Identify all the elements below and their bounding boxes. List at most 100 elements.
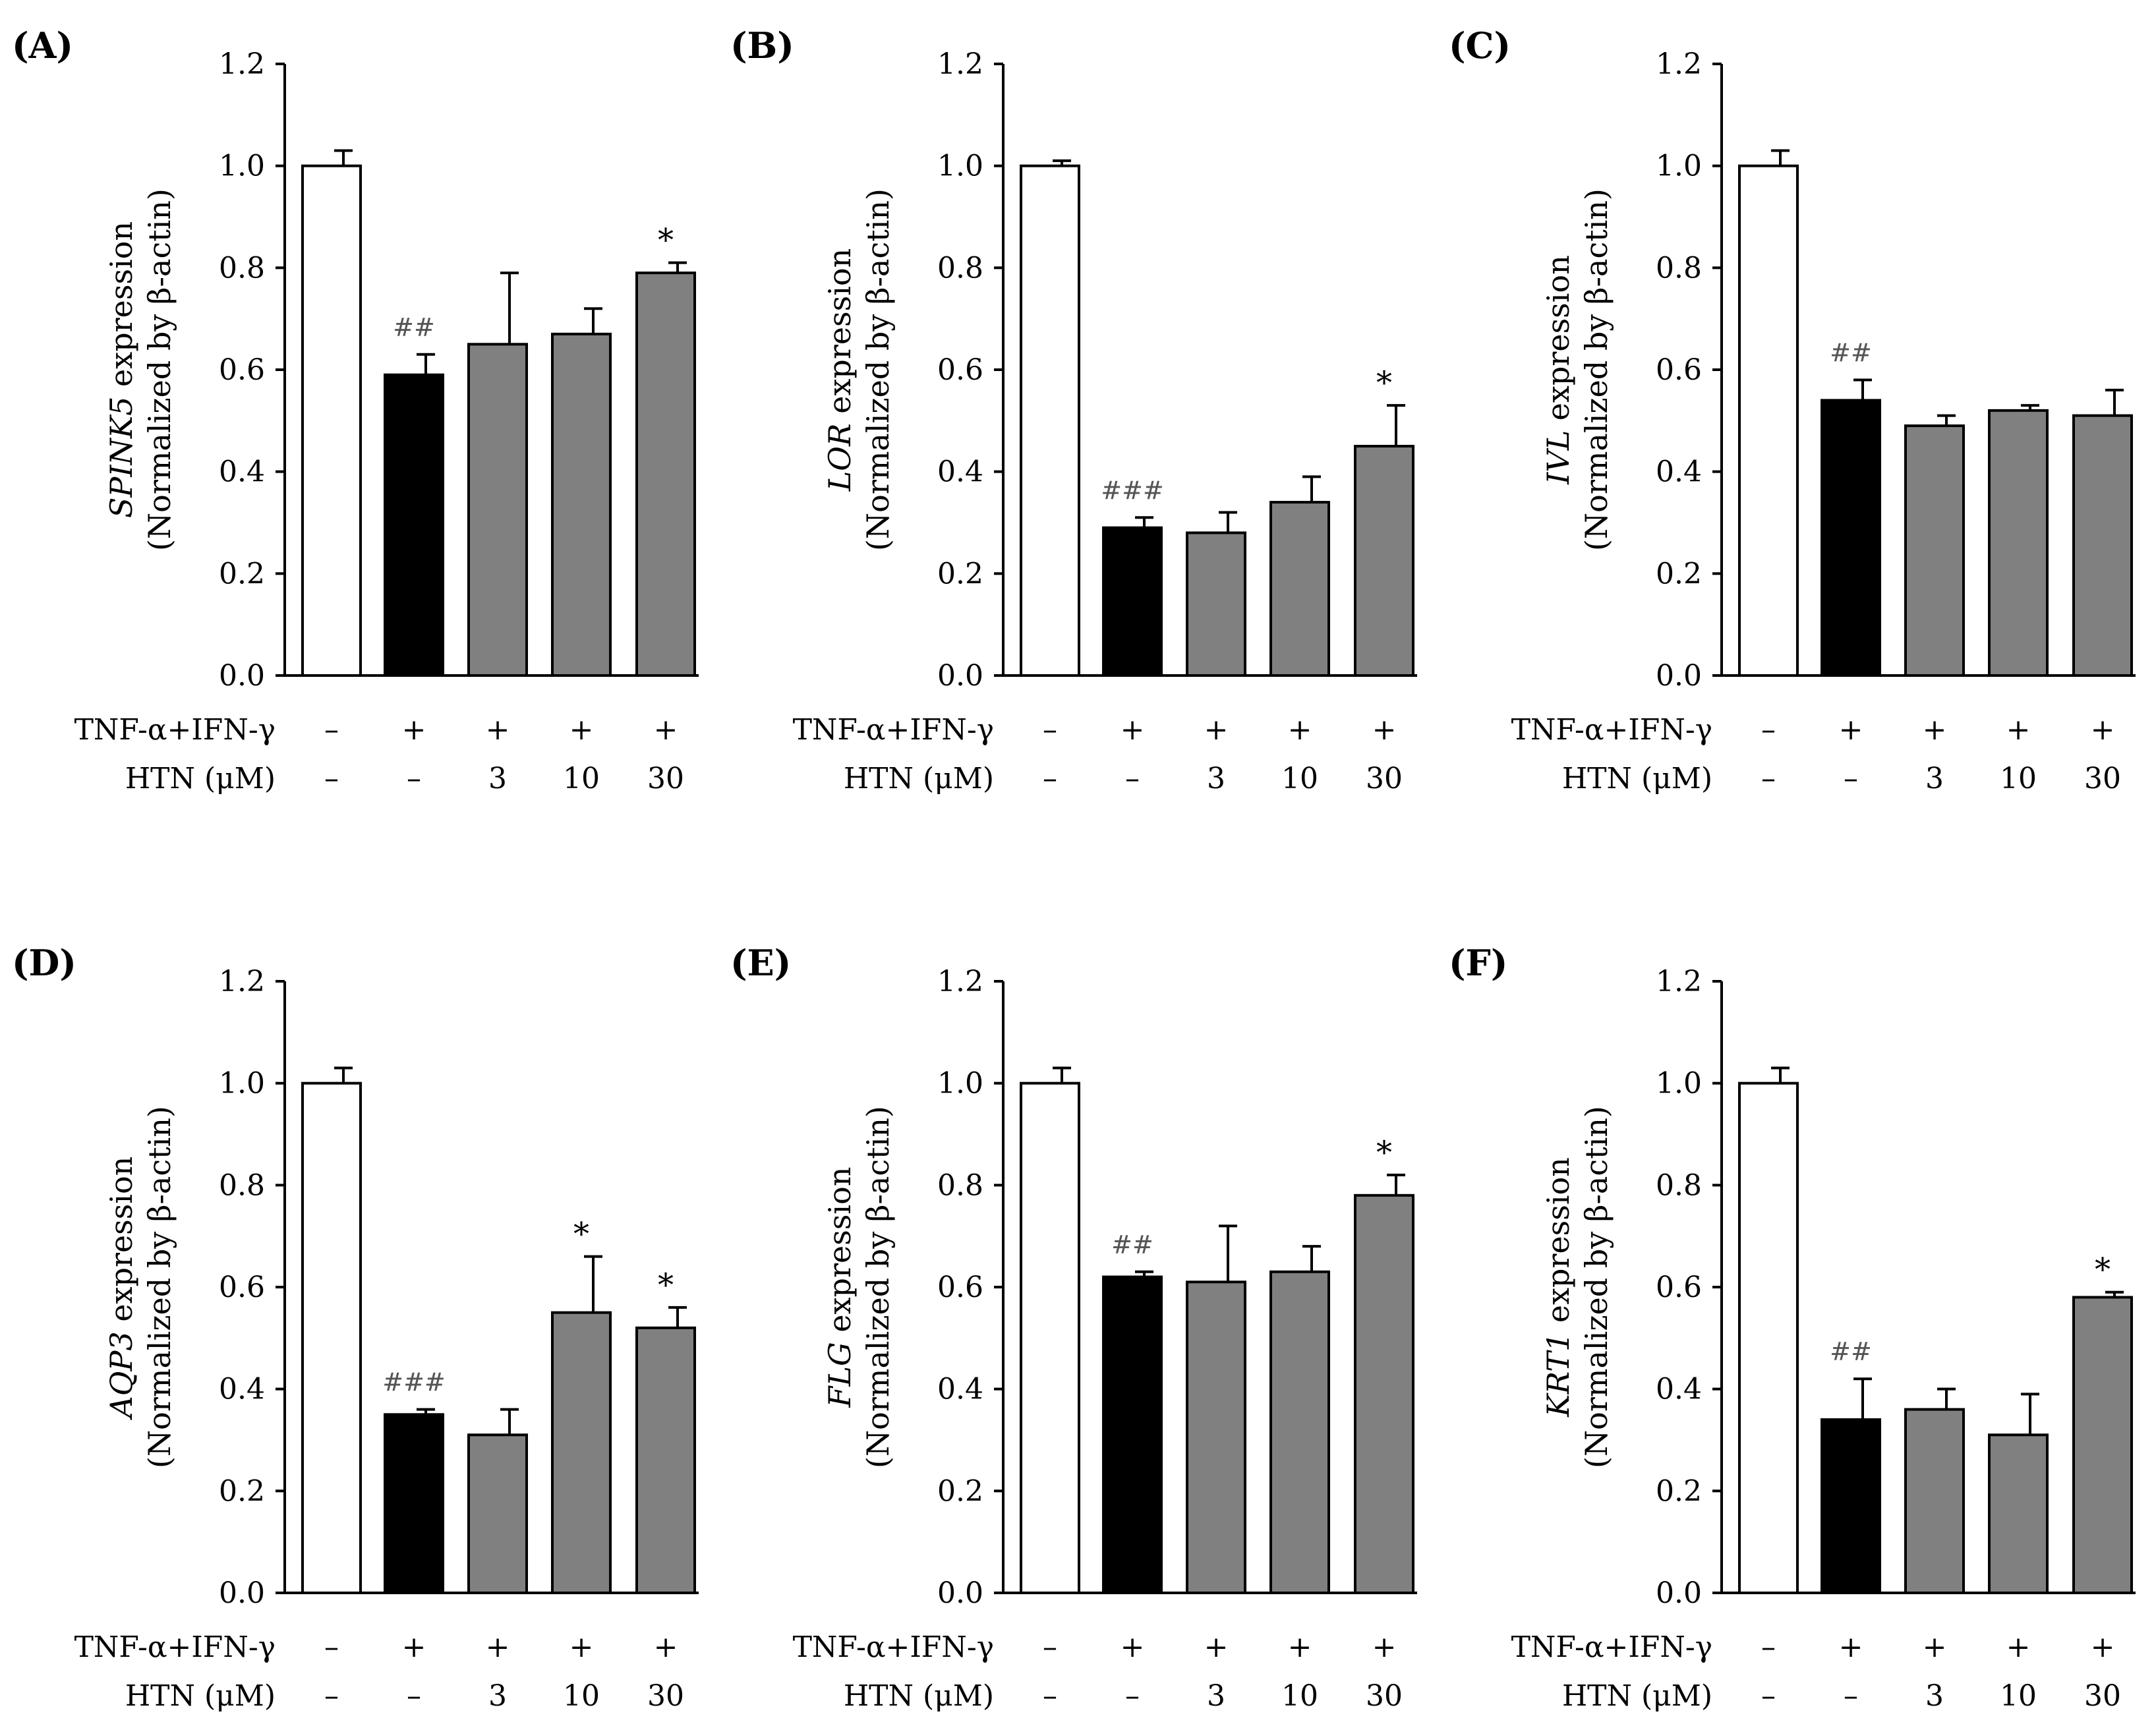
treatment-sign-2: + — [1923, 713, 1947, 747]
bar-1 — [1821, 1418, 1881, 1594]
treatment-sign-4: + — [654, 713, 678, 747]
expression-word: expression — [103, 221, 139, 397]
row-label-treatment: TNF-α+IFN-γ — [74, 1630, 276, 1664]
row-label-htn: HTN (μM) — [125, 1679, 276, 1713]
y-axis-label: KRT1 expression (Normalized by β-actin) — [1540, 1106, 1614, 1468]
row-label-htn: HTN (μM) — [1562, 1679, 1712, 1713]
y-axis-label-normalization: (Normalized by β-actin) — [860, 1106, 896, 1468]
treatment-sign-3: + — [2006, 713, 2031, 747]
treatment-sign-2: + — [1204, 713, 1229, 747]
treatment-sign-4: + — [654, 1630, 678, 1664]
y-tick-label: 0.4 — [1656, 455, 1702, 489]
y-tick-label: 0.0 — [937, 1576, 983, 1610]
htn-value-2: 3 — [488, 762, 507, 795]
y-tick-label: 1.2 — [937, 965, 983, 998]
htn-value-2: 3 — [1207, 1679, 1225, 1713]
htn-value-0: – — [1761, 1679, 1776, 1713]
expression-word: expression — [1540, 255, 1576, 430]
y-tick-label: 0.0 — [219, 1576, 265, 1610]
significance-label-4: * — [1376, 1134, 1392, 1171]
bar-3 — [1988, 1433, 2049, 1594]
y-tick-label: 0.6 — [1656, 1271, 1702, 1304]
bar-2 — [467, 343, 528, 677]
y-tick-label: 0.6 — [219, 353, 265, 387]
treatment-sign-3: + — [2006, 1630, 2031, 1664]
panel-label: (B) — [730, 24, 794, 67]
y-tick-label: 0.2 — [219, 1474, 265, 1508]
htn-value-3: 10 — [2000, 1679, 2037, 1713]
y-axis-label-gene-line: KRT1 expression — [1540, 1157, 1576, 1418]
y-tick-label: 0.4 — [1656, 1373, 1702, 1406]
htn-value-2: 3 — [1925, 762, 1944, 795]
y-tick-label: 1.0 — [937, 150, 983, 183]
bar-2 — [1186, 531, 1246, 677]
bar-3 — [551, 332, 612, 677]
y-axis-label: FLG expression (Normalized by β-actin) — [822, 1106, 896, 1468]
bar-1 — [1102, 526, 1163, 677]
bar-3 — [1269, 501, 1330, 677]
treatment-sign-3: + — [1288, 1630, 1312, 1664]
bar-0 — [1020, 1081, 1080, 1594]
y-tick-label: 1.2 — [219, 47, 265, 81]
htn-value-4: 30 — [2084, 762, 2121, 795]
htn-value-1: – — [1125, 762, 1140, 795]
panel-spink5: (A) SPINK5 expression (Normalized by β-act… — [12, 24, 699, 795]
significance-label-3: * — [573, 1216, 589, 1253]
y-tick-label: 1.0 — [1656, 150, 1702, 183]
bar-0 — [301, 164, 362, 677]
treatment-sign-2: + — [1923, 1630, 1947, 1664]
treatment-sign-1: + — [1121, 1630, 1145, 1664]
gene-name: IVL — [1540, 430, 1576, 485]
treatment-sign-1: + — [1839, 1630, 1863, 1664]
htn-value-3: 10 — [563, 762, 600, 795]
row-label-htn: HTN (μM) — [844, 762, 994, 795]
bar-2 — [1904, 424, 1965, 677]
bar-4 — [2072, 1296, 2133, 1594]
gene-name: AQP3 — [103, 1331, 139, 1420]
treatment-sign-3: + — [1288, 713, 1312, 747]
panel-aqp3: (D) AQP3 expression (Normalized by β-actin… — [12, 942, 699, 1713]
htn-value-4: 30 — [1366, 1679, 1403, 1713]
htn-value-4: 30 — [2084, 1679, 2121, 1713]
y-tick-label: 1.0 — [219, 1067, 265, 1101]
bar-0 — [1020, 164, 1080, 677]
y-axis-label-normalization: (Normalized by β-actin) — [1579, 1106, 1614, 1468]
treatment-sign-1: + — [402, 1630, 426, 1664]
gene-name: SPINK5 — [103, 397, 139, 519]
significance-label-4: * — [658, 1267, 674, 1304]
htn-value-0: – — [1761, 762, 1776, 795]
y-axis-label-gene-line: SPINK5 expression — [103, 221, 139, 518]
expression-word: expression — [103, 1157, 139, 1332]
htn-value-4: 30 — [647, 762, 684, 795]
treatment-sign-3: + — [569, 713, 594, 747]
y-tick-label: 0.2 — [937, 1474, 983, 1508]
row-label-treatment: TNF-α+IFN-γ — [74, 713, 276, 747]
htn-value-2: 3 — [1925, 1679, 1944, 1713]
panel-label: (F) — [1449, 942, 1507, 984]
treatment-sign-4: + — [2091, 713, 2115, 747]
treatment-sign-2: + — [486, 1630, 510, 1664]
htn-value-3: 10 — [563, 1679, 600, 1713]
htn-value-0: – — [324, 1679, 339, 1713]
row-label-htn: HTN (μM) — [125, 762, 276, 795]
bar-1 — [384, 373, 444, 677]
y-tick-label: 0.8 — [1656, 1168, 1702, 1202]
y-axis-label: SPINK5 expression (Normalized by β-actin) — [103, 188, 177, 551]
htn-value-0: – — [1043, 762, 1057, 795]
bar-0 — [301, 1081, 362, 1594]
row-label-treatment: TNF-α+IFN-γ — [793, 1630, 994, 1664]
htn-value-2: 3 — [1207, 762, 1225, 795]
panel-flg: (E) FLG expression (Normalized by β-actin)… — [730, 942, 1417, 1713]
htn-value-1: – — [1844, 762, 1858, 795]
y-tick-label: 0.8 — [1656, 251, 1702, 285]
significance-label-4: * — [2095, 1251, 2111, 1288]
treatment-sign-3: + — [569, 1630, 594, 1664]
htn-value-0: – — [1043, 1679, 1057, 1713]
y-tick-label: 0.8 — [219, 1168, 265, 1202]
row-label-treatment: TNF-α+IFN-γ — [1511, 1630, 1712, 1664]
y-axis-label: LOR expression (Normalized by β-actin) — [822, 188, 896, 551]
y-axis-label-normalization: (Normalized by β-actin) — [142, 188, 177, 551]
htn-value-0: – — [324, 762, 339, 795]
y-tick-label: 0.8 — [937, 251, 983, 285]
